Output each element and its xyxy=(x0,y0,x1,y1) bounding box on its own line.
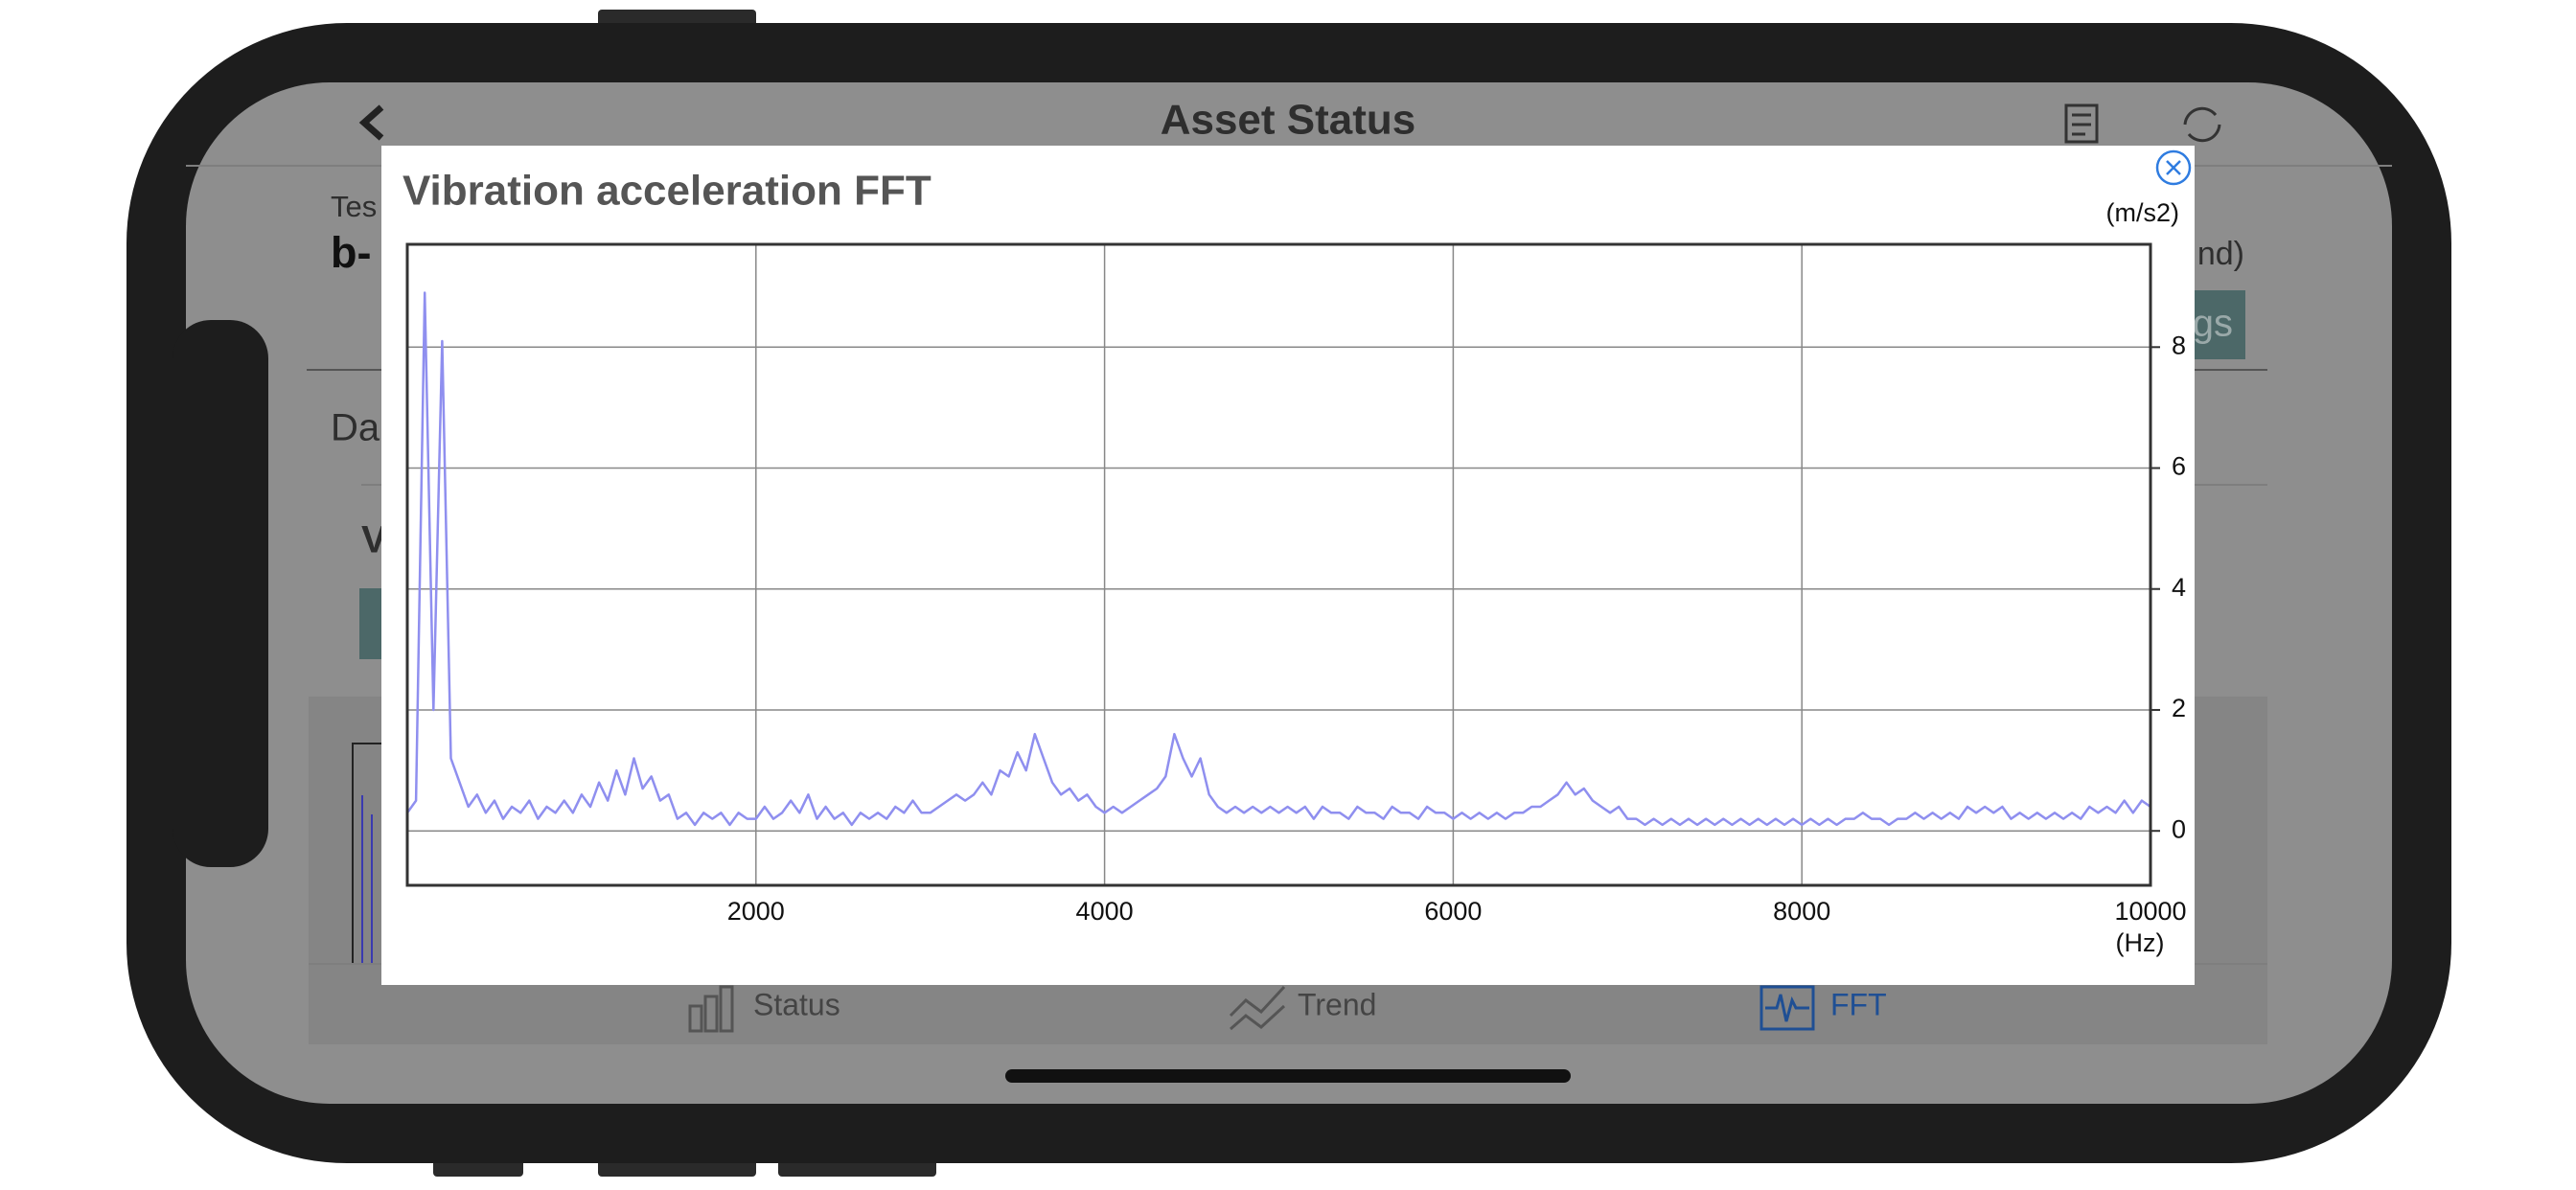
back-button[interactable] xyxy=(358,104,384,141)
trend-icon[interactable] xyxy=(1230,1004,1286,1031)
tab-fragment xyxy=(359,588,381,659)
tab-label[interactable]: FFT xyxy=(1830,987,1887,1021)
x-tick-label: 2000 xyxy=(727,897,785,926)
fft-line xyxy=(405,291,2151,827)
label-fragment: Tes xyxy=(331,190,377,223)
x-tick-label: 10000 xyxy=(2114,897,2186,926)
y-tick-label: 6 xyxy=(2172,452,2186,481)
plot-frame xyxy=(405,242,2152,887)
y-tick-label: 8 xyxy=(2172,331,2186,359)
panel-chart-axis xyxy=(352,743,383,964)
trend-icon[interactable] xyxy=(1229,985,1286,1018)
y-tick-label: 4 xyxy=(2172,573,2186,602)
button-fragment: gs xyxy=(2193,303,2233,345)
refresh-icon[interactable] xyxy=(2183,106,2221,143)
home-indicator xyxy=(1005,1069,1571,1083)
fft-icon[interactable] xyxy=(1760,985,1815,1031)
y-tick-label: 0 xyxy=(2172,814,2186,843)
tab-label[interactable]: Trend xyxy=(1298,987,1376,1021)
x-tick-label: 8000 xyxy=(1773,897,1830,926)
x-axis-label: (Hz) xyxy=(2116,928,2165,957)
status-icon[interactable] xyxy=(688,985,734,1033)
plot: 0 2 4 6 8 2000 4000 6000 8000 10000 xyxy=(405,242,2187,926)
x-tick-label: 4000 xyxy=(1076,897,1134,926)
value-fragment: b- xyxy=(331,228,371,277)
tab-label[interactable]: Status xyxy=(753,987,840,1021)
y-tick-label: 2 xyxy=(2172,694,2186,722)
chart-title: Vibration acceleration FFT xyxy=(402,168,932,215)
y-axis-label: (m/s2) xyxy=(2106,198,2180,227)
fft-icon[interactable] xyxy=(1765,994,1809,1022)
label-fragment: nd) xyxy=(2197,236,2244,272)
report-icon[interactable] xyxy=(2064,103,2099,144)
notch xyxy=(172,320,268,867)
header-title: Asset Status xyxy=(1161,97,1416,144)
modal xyxy=(381,146,2195,985)
section-fragment: Da xyxy=(331,407,380,449)
x-tick-label: 6000 xyxy=(1424,897,1482,926)
close-button[interactable] xyxy=(2155,149,2192,186)
